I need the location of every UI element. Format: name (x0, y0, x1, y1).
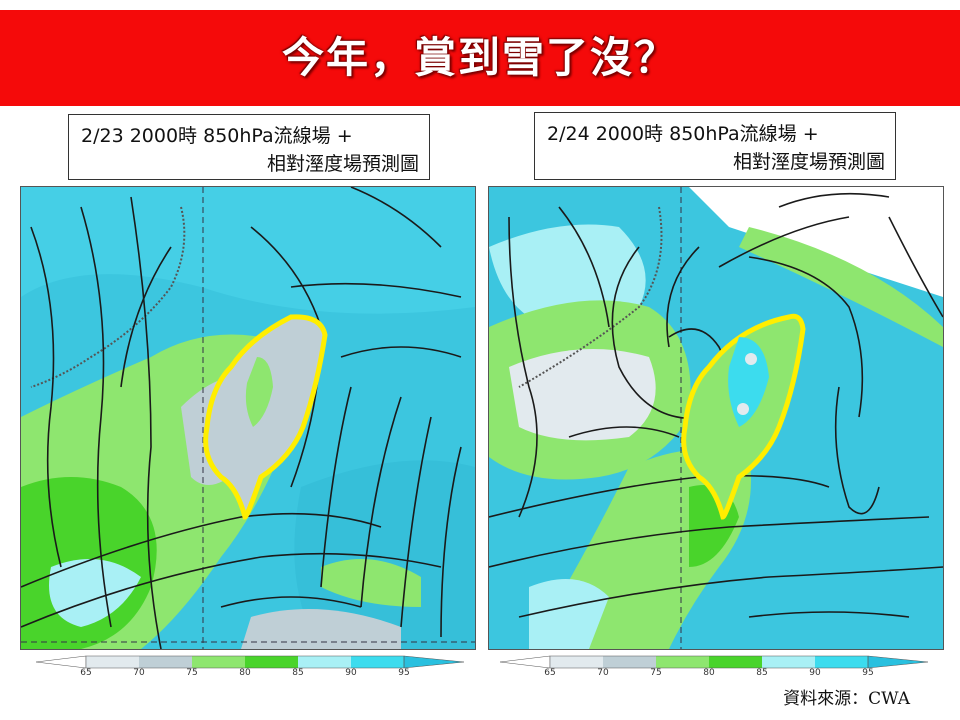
humidity-map-2 (488, 186, 944, 650)
colorbar-2-tick-95: 95 (862, 668, 874, 678)
panel-1-title-line2: 相對溼度場預測圖 (266, 153, 419, 175)
colorbar-2-tick-85: 85 (756, 668, 768, 678)
colorbar-2-tick-80: 80 (703, 668, 715, 678)
page-title: 今年，賞到雪了沒？ (281, 33, 678, 82)
colorbar-1-tick-95: 95 (398, 668, 410, 678)
colorbar-2-tick-75: 75 (650, 668, 662, 678)
map-1-graphic (21, 187, 475, 649)
colorbar-1-tick-65: 65 (80, 668, 92, 678)
panel-2-title-line2: 相對溼度場預測圖 (732, 151, 885, 173)
colorbar-1-tick-80: 80 (239, 668, 251, 678)
colorbar-2-tick-90: 90 (809, 668, 821, 678)
colorbar-1-tick-75: 75 (186, 668, 198, 678)
colorbar-2-tick-70: 70 (597, 668, 609, 678)
colorbar-1-tick-70: 70 (133, 668, 145, 678)
data-source-label: 資料來源：CWA (783, 689, 910, 709)
panel-2-title: 2/24 2000時 850hPa流線場 + 相對溼度場預測圖 (534, 112, 896, 180)
panel-2-title-line1: 2/24 2000時 850hPa流線場 + (547, 123, 819, 145)
header-banner (0, 10, 960, 106)
panel-1-title-line1: 2/23 2000時 850hPa流線場 + (81, 125, 353, 147)
colorbar-1: 65 70 75 80 85 90 95 (35, 654, 465, 682)
colorbar-1-tick-90: 90 (345, 668, 357, 678)
panel-1-title: 2/23 2000時 850hPa流線場 + 相對溼度場預測圖 (68, 114, 430, 180)
colorbar-1-scale (35, 655, 465, 669)
colorbar-1-tick-85: 85 (292, 668, 304, 678)
colorbar-2-tick-65: 65 (544, 668, 556, 678)
map-2-graphic (489, 187, 943, 649)
colorbar-2: 65 70 75 80 85 90 95 (499, 654, 929, 682)
humidity-map-1 (20, 186, 476, 650)
colorbar-2-scale (499, 655, 929, 669)
